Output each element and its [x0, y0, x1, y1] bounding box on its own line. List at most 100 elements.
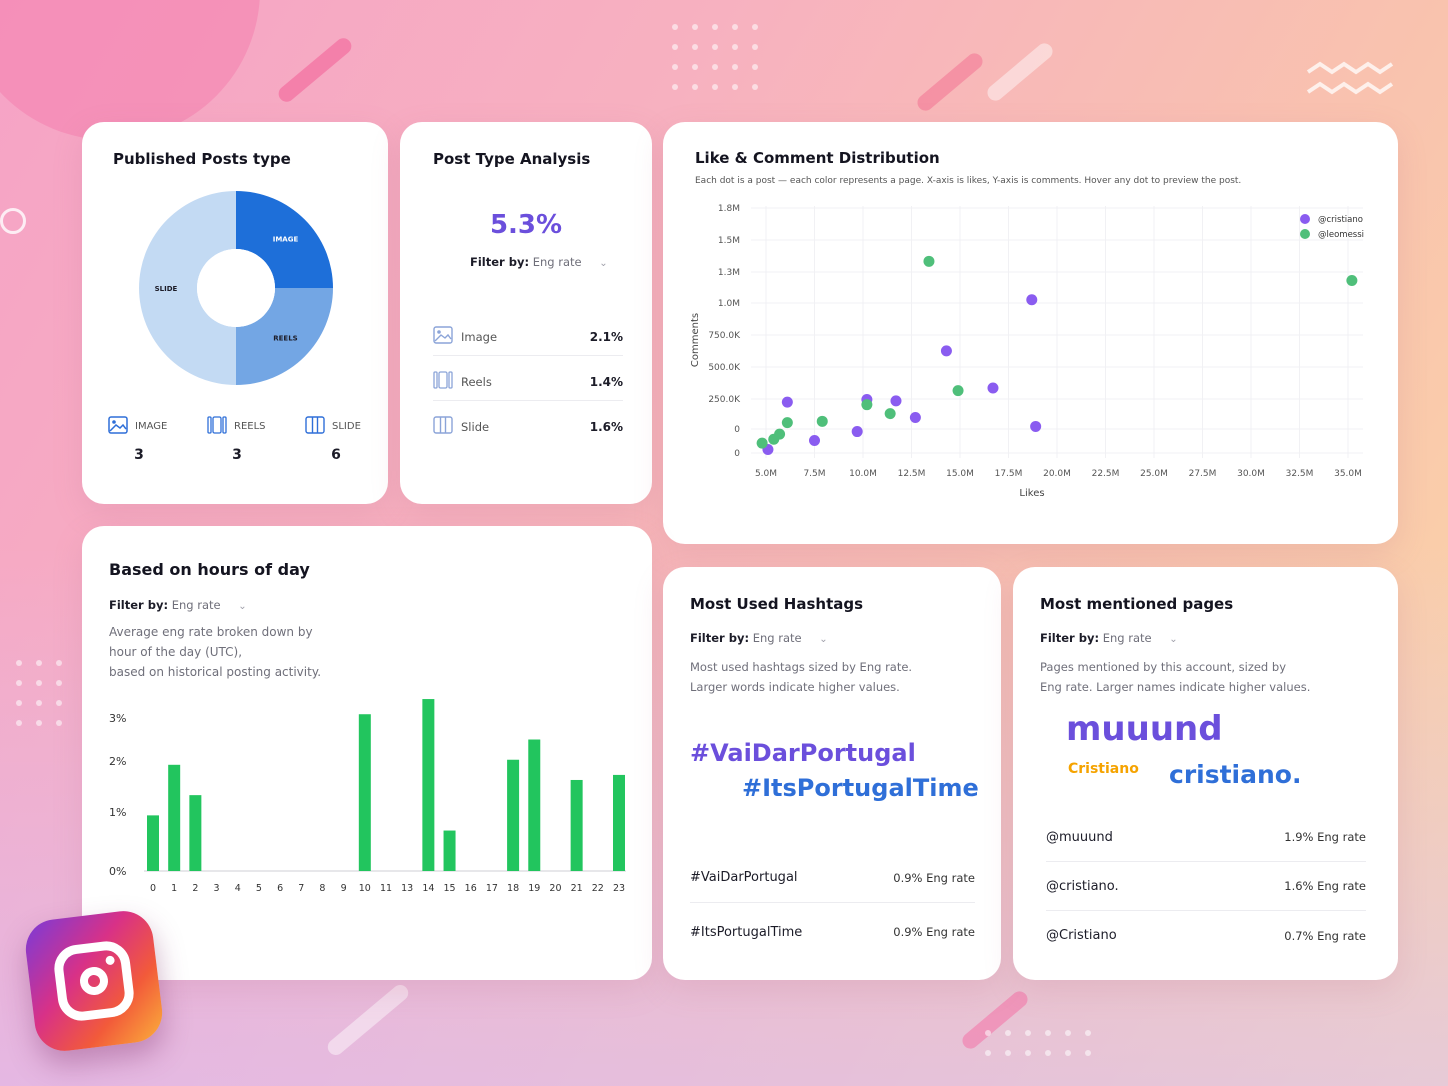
post-type-analysis-card: Post Type Analysis 5.3% Filter by: Eng r…: [400, 122, 652, 504]
scatter-point: [923, 255, 935, 267]
y-tick-label: 0: [734, 425, 740, 435]
reels-icon: [207, 416, 227, 437]
scatter-point: [952, 385, 964, 397]
hour-bar: [443, 830, 456, 871]
x-tick-label: 13: [401, 883, 413, 894]
chevron-down-icon: ⌄: [1169, 634, 1178, 645]
x-tick-label: 17.5M: [995, 469, 1023, 479]
donut-slice-label: REELS: [273, 334, 297, 342]
filter-dropdown[interactable]: Filter by: Eng rate ⌄: [1040, 631, 1178, 645]
mention-cloud-word[interactable]: Cristiano: [1068, 761, 1139, 777]
table-row: @cristiano. 1.6% Eng rate: [1046, 862, 1366, 911]
scatter-point: [1346, 275, 1358, 287]
legend-reels: REELS: [207, 416, 266, 437]
hashtag-cloud-word[interactable]: #ItsPortugalTime: [742, 774, 979, 802]
scatter-point: [774, 428, 786, 440]
y-axis-label: Comments: [690, 313, 701, 367]
hour-bar: [422, 699, 435, 871]
hashtags-card: Most Used Hashtags Filter by: Eng rate ⌄…: [663, 567, 1001, 980]
mentions-card: Most mentioned pages Filter by: Eng rate…: [1013, 567, 1398, 980]
chevron-down-icon: ⌄: [599, 258, 608, 269]
filter-dropdown[interactable]: Filter by: Eng rate ⌄: [109, 598, 247, 612]
type-row-slide: Slide 1.6%: [433, 408, 623, 446]
scatter-point: [940, 345, 952, 357]
background-dots: [16, 660, 62, 726]
image-icon: [433, 325, 453, 348]
scatter-point: [809, 435, 820, 447]
x-tick-label: 21: [571, 883, 583, 894]
x-tick-label: 9: [341, 883, 347, 894]
mention-cloud-word[interactable]: muuund: [1066, 709, 1223, 749]
y-tick-label: 1.0M: [718, 299, 740, 309]
x-tick-label: 18: [507, 883, 519, 894]
x-tick-label: 35.0M: [1334, 469, 1362, 479]
x-tick-label: 10: [359, 883, 371, 894]
scatter-point: [1026, 294, 1038, 306]
x-tick-label: 20: [549, 883, 561, 894]
x-tick-label: 10.0M: [849, 469, 877, 479]
scatter-point: [884, 408, 896, 420]
hour-bar: [613, 774, 625, 871]
hour-bar: [528, 739, 541, 871]
x-tick-label: 14: [422, 883, 434, 894]
x-tick-label: 1: [171, 883, 177, 894]
legend-label: @cristiano: [1318, 215, 1363, 225]
x-tick-label: 20.0M: [1043, 469, 1071, 479]
x-tick-label: 19: [528, 883, 540, 894]
hour-bar: [189, 795, 202, 871]
scatter-point: [781, 396, 793, 408]
scatter-point: [756, 437, 768, 449]
background-ring: [0, 208, 26, 234]
scatter-point: [851, 426, 863, 438]
x-tick-label: 5.0M: [755, 469, 777, 479]
legend-label: @leomessi: [1318, 230, 1364, 240]
y-tick-label: 250.0K: [708, 395, 741, 405]
scatter-plot: 5.0M 7.5M 10.0M 12.5M 15.0M 17.5M 20.0M 22.5M 25…: [690, 204, 1364, 499]
card-title: Based on hours of day: [109, 560, 310, 579]
background-dots: [672, 24, 758, 90]
hour-bar: [570, 779, 583, 871]
x-tick-label: 6: [277, 883, 283, 894]
x-tick-label: 22: [592, 883, 604, 894]
table-row: #VaiDarPortugal 0.9% Eng rate: [690, 853, 975, 903]
card-title: Most mentioned pages: [1040, 595, 1234, 613]
image-count: 3: [134, 447, 144, 463]
x-tick-label: 27.5M: [1189, 469, 1217, 479]
x-tick-label: 7: [298, 883, 304, 894]
x-tick-label: 4: [235, 883, 241, 894]
x-tick-label: 2: [192, 883, 198, 894]
x-tick-label: 3: [214, 883, 220, 894]
y-tick-label: 1.5M: [718, 236, 740, 246]
y-tick-label: 750.0K: [708, 331, 741, 341]
filter-dropdown[interactable]: Filter by: Eng rate ⌄: [470, 255, 608, 269]
y-tick-label: 1.3M: [718, 268, 740, 278]
scatter-point: [987, 382, 999, 394]
scatter-point: [890, 395, 902, 407]
type-row-reels: Reels 1.4%: [433, 363, 623, 401]
background-zigzag: [1306, 61, 1394, 95]
table-row: @muuund 1.9% Eng rate: [1046, 813, 1366, 862]
x-tick-label: 12.5M: [898, 469, 926, 479]
filter-dropdown[interactable]: Filter by: Eng rate ⌄: [690, 631, 828, 645]
card-description: Most used hashtags sized by Eng rate. La…: [690, 660, 913, 694]
hours-card: Based on hours of day Filter by: Eng rat…: [82, 526, 652, 980]
image-icon: [108, 416, 128, 437]
slide-count: 6: [331, 447, 341, 463]
donut-slice-image: [236, 191, 333, 288]
y-tick-label: 2%: [109, 755, 126, 768]
hashtag-cloud-word[interactable]: #VaiDarPortugal: [690, 739, 916, 767]
type-row-image: Image 2.1%: [433, 318, 623, 356]
scatter-point: [781, 417, 793, 429]
x-tick-label: 17: [486, 883, 498, 894]
mention-cloud-word[interactable]: cristiano.: [1169, 760, 1302, 789]
reels-icon: [433, 370, 453, 393]
scatter-point: [816, 415, 828, 427]
legend-marker: [1300, 214, 1310, 224]
legend-image: IMAGE: [108, 416, 167, 437]
donut-slice-label: SLIDE: [155, 285, 178, 293]
card-title: Most Used Hashtags: [690, 595, 864, 613]
hour-bar: [507, 759, 520, 871]
reels-count: 3: [232, 447, 242, 463]
donut-slice-reels: [236, 288, 333, 385]
like-comment-card: Like & Comment Distribution Each dot is …: [663, 122, 1398, 544]
